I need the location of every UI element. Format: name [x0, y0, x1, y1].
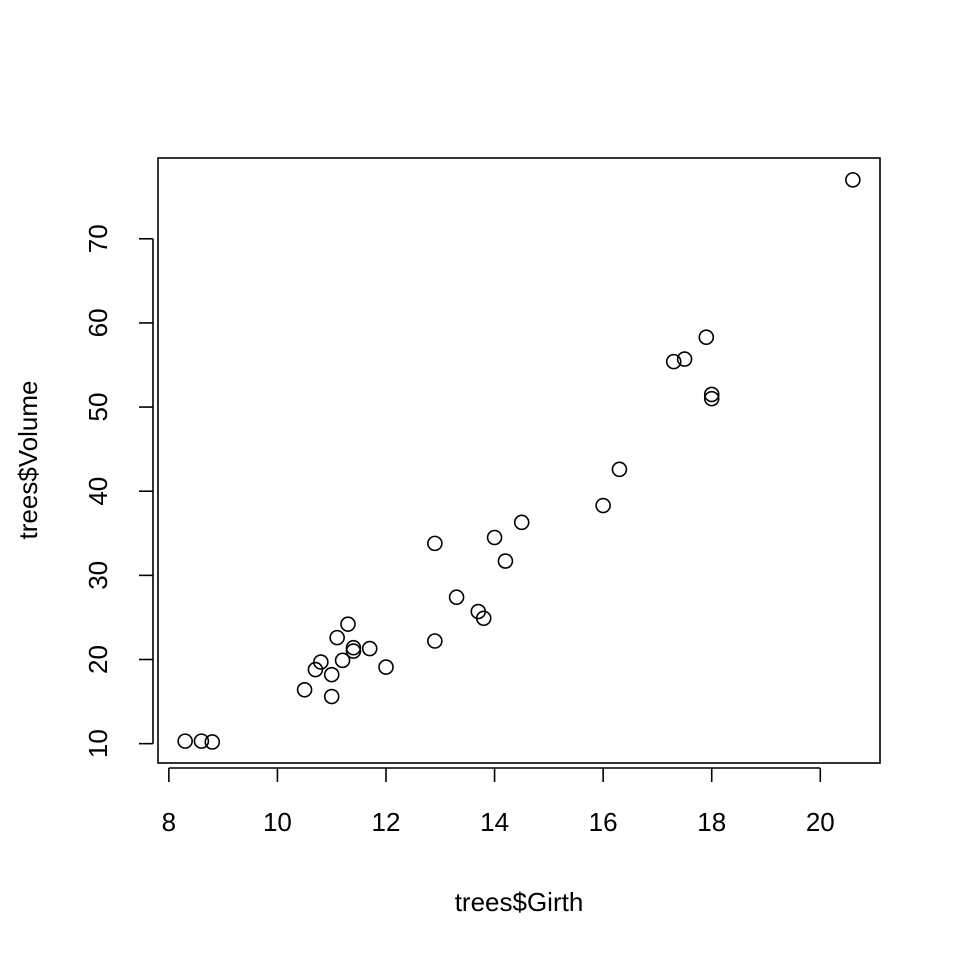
y-tick-label: 20	[83, 645, 113, 674]
data-point-11	[340, 616, 356, 632]
data-point-30	[703, 390, 720, 407]
data-point-13	[345, 639, 362, 656]
data-point-21	[486, 529, 503, 546]
data-point-29	[703, 386, 720, 403]
x-axis-title: trees$Girth	[455, 887, 584, 917]
x-tick-label: 20	[806, 807, 835, 837]
data-point-8	[323, 666, 340, 683]
data-point-7	[323, 688, 340, 705]
data-points	[177, 172, 861, 750]
y-tick-label: 70	[83, 224, 113, 253]
data-point-28	[698, 329, 715, 346]
data-point-25	[611, 461, 628, 478]
plot-frame	[157, 157, 881, 764]
y-tick-label: 60	[83, 308, 113, 337]
x-tick-label: 14	[480, 807, 509, 837]
data-point-4	[296, 681, 313, 698]
y-axis: 10 20 30 40 50 60 70	[83, 224, 154, 758]
data-point-10	[334, 652, 351, 669]
x-tick-label: 10	[263, 807, 292, 837]
y-tick-label: 30	[83, 561, 113, 590]
data-point-1	[177, 733, 193, 749]
x-tick-label: 12	[372, 807, 401, 837]
data-point-15	[378, 659, 394, 675]
data-point-18	[448, 589, 465, 606]
data-point-31	[845, 172, 861, 188]
data-point-9	[329, 629, 345, 646]
data-point-12	[345, 643, 362, 659]
y-tick-label: 40	[83, 477, 113, 506]
data-point-3	[204, 734, 221, 750]
data-point-2	[193, 733, 210, 749]
y-axis-title: trees$Volume	[13, 381, 43, 540]
data-point-14	[361, 640, 378, 657]
data-point-16	[427, 633, 443, 649]
data-point-26	[665, 353, 682, 370]
x-tick-label: 16	[589, 807, 618, 837]
data-point-22	[497, 553, 514, 569]
data-point-27	[676, 351, 693, 367]
x-tick-label: 18	[697, 807, 726, 837]
x-axis: 8 10 12 14 16 18 20	[162, 767, 835, 837]
data-point-6	[313, 654, 329, 670]
y-tick-label: 50	[83, 393, 113, 422]
data-point-23	[513, 514, 530, 531]
data-point-24	[595, 497, 611, 514]
data-point-20	[475, 610, 492, 627]
x-tick-label: 8	[162, 807, 176, 837]
y-tick-label: 10	[83, 729, 113, 758]
data-point-17	[427, 535, 443, 552]
